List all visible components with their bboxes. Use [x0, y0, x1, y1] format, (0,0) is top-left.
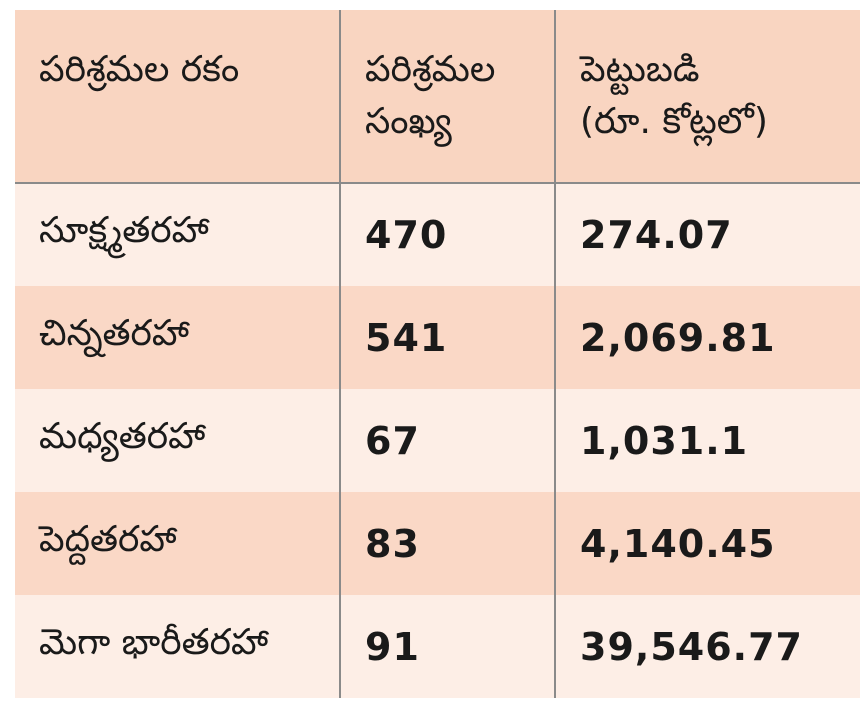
table-row: సూక్ష్మతరహా 470 274.07: [15, 183, 860, 286]
header-industry-count-line1: పరిశ్రమల: [365, 49, 496, 90]
cell-investment: 1,031.1: [554, 389, 860, 492]
table-row: పెద్దతరహా 83 4,140.45: [15, 492, 860, 595]
header-industry-type-line1: పరిశ్రమల రకం: [39, 49, 240, 90]
cell-industry-type: మధ్యతరహా: [39, 415, 206, 457]
table-header: పరిశ్రమల రకం పరిశ్రమల సంఖ్య పెట్టుబడి (ర…: [15, 10, 860, 184]
cell-industry-count: 83: [339, 492, 555, 595]
cell-investment: 39,546.77: [554, 595, 860, 698]
cell-industry-type: చిన్నతరహా: [39, 312, 190, 354]
cell-investment: 4,140.45: [554, 492, 860, 595]
industries-table-container: పరిశ్రమల రకం పరిశ్రమల సంఖ్య పెట్టుబడి (ర…: [15, 10, 860, 698]
cell-investment: 274.07: [554, 183, 860, 286]
industries-table: పరిశ్రమల రకం పరిశ్రమల సంఖ్య పెట్టుబడి (ర…: [15, 10, 860, 698]
cell-industry-type: సూక్ష్మతరహా: [39, 210, 209, 251]
table-row: మధ్యతరహా 67 1,031.1: [15, 389, 860, 492]
cell-industry-count: 470: [339, 183, 555, 286]
table-row: మెగా భారీతరహా 91 39,546.77: [15, 595, 860, 698]
header-investment-line2: (రూ. కోట్లలో): [580, 101, 768, 142]
table-body: సూక్ష్మతరహా 470 274.07 చిన్నతరహా 541 2,0…: [15, 183, 860, 698]
cell-investment: 2,069.81: [554, 286, 860, 389]
header-investment-line1: పెట్టుబడి: [580, 49, 700, 90]
header-investment: పెట్టుబడి (రూ. కోట్లలో): [554, 10, 860, 184]
cell-industry-type: పెద్దతరహా: [39, 518, 177, 560]
cell-industry-count: 91: [339, 595, 555, 698]
header-industry-count: పరిశ్రమల సంఖ్య: [339, 10, 555, 184]
header-industry-type: పరిశ్రమల రకం: [15, 10, 340, 184]
header-row: పరిశ్రమల రకం పరిశ్రమల సంఖ్య పెట్టుబడి (ర…: [15, 10, 860, 184]
table-row: చిన్నతరహా 541 2,069.81: [15, 286, 860, 389]
cell-industry-count: 67: [339, 389, 555, 492]
header-industry-count-line2: సంఖ్య: [365, 101, 452, 142]
cell-industry-type: మెగా భారీతరహా: [39, 621, 269, 663]
cell-industry-count: 541: [339, 286, 555, 389]
